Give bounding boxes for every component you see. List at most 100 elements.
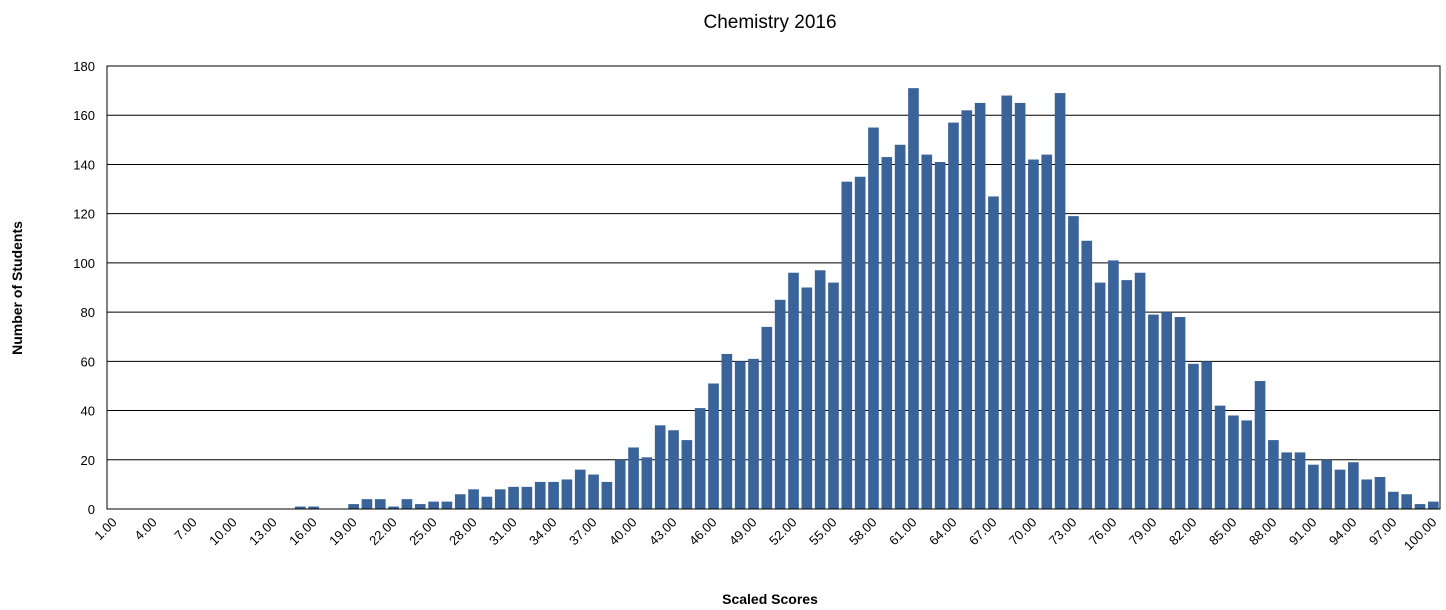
bar [1241, 420, 1253, 509]
bar [521, 486, 533, 509]
bar [1321, 459, 1333, 509]
y-tick-label: 100 [73, 256, 95, 271]
bar [948, 122, 959, 509]
bar [908, 88, 919, 510]
y-tick-label: 40 [81, 404, 95, 419]
x-axis-label: Scaled Scores [722, 591, 818, 607]
bar [414, 504, 426, 509]
bar [1214, 405, 1226, 509]
bar [1094, 282, 1106, 509]
bar [828, 282, 839, 509]
bar [1041, 154, 1053, 509]
y-tick-label: 60 [81, 354, 95, 369]
bar [1174, 317, 1186, 509]
bar [694, 408, 706, 509]
x-tick-label: 52.00 [766, 515, 800, 549]
bar [428, 501, 439, 509]
y-axis-label: Number of Students [9, 221, 25, 355]
bar [961, 110, 973, 510]
x-tick-label: 25.00 [406, 515, 440, 549]
x-tick-label: 13.00 [246, 515, 280, 549]
bar [1361, 479, 1373, 509]
x-tick-label: 91.00 [1286, 515, 1320, 549]
bar [761, 326, 773, 509]
bar [1334, 469, 1346, 509]
x-tick-label: 28.00 [446, 515, 480, 549]
plot-border [106, 65, 1441, 510]
bar [641, 457, 653, 509]
bar [1014, 102, 1026, 510]
x-tick-label: 43.00 [646, 515, 680, 549]
x-tick-label: 37.00 [566, 515, 600, 549]
x-tick-label: 70.00 [1006, 515, 1040, 549]
y-tick-label: 0 [88, 502, 95, 517]
y-tick-label: 160 [73, 108, 95, 123]
bar [1148, 314, 1159, 509]
bar [628, 447, 639, 509]
x-tick-label: 79.00 [1126, 515, 1160, 549]
bar [1414, 504, 1426, 509]
x-tick-label: 31.00 [486, 515, 520, 549]
bar [934, 161, 946, 509]
x-tick-label: 10.00 [206, 515, 240, 549]
bar [1161, 312, 1173, 509]
x-tick-label: 34.00 [526, 515, 560, 549]
bar [441, 501, 453, 509]
x-tick-label: 22.00 [366, 515, 400, 549]
x-tick-label: 88.00 [1246, 515, 1280, 549]
x-tick-label: 55.00 [806, 515, 840, 549]
bar [1401, 494, 1413, 509]
bar [1428, 501, 1439, 509]
bar [308, 506, 319, 509]
bar [348, 504, 359, 509]
x-tick-label: 82.00 [1166, 515, 1200, 549]
bar [534, 481, 546, 509]
bar [681, 440, 693, 509]
bar [921, 154, 933, 509]
x-tick-label: 58.00 [846, 515, 880, 549]
bar [1254, 381, 1266, 509]
x-tick-label: 49.00 [726, 515, 760, 549]
bar [841, 181, 853, 509]
bar [574, 469, 586, 509]
bar [601, 481, 613, 509]
bar [854, 176, 866, 509]
bar [881, 157, 893, 510]
bar [708, 383, 719, 509]
bar [974, 102, 986, 510]
bar [1121, 280, 1133, 509]
bar [468, 489, 479, 509]
bar [388, 506, 399, 509]
bar [548, 481, 559, 509]
x-tick-label: 73.00 [1046, 515, 1080, 549]
x-tick-label: 7.00 [171, 515, 200, 544]
bar [294, 506, 306, 509]
bar [1201, 361, 1213, 509]
x-tick-label: 61.00 [886, 515, 920, 549]
chart-title: Chemistry 2016 [703, 12, 836, 33]
bar [894, 144, 906, 509]
bar [508, 486, 519, 509]
bar [1228, 415, 1239, 509]
bar [1108, 260, 1119, 509]
bar [1294, 452, 1306, 509]
y-tick-label: 120 [73, 207, 95, 222]
bar [1388, 491, 1399, 509]
bar [801, 287, 813, 509]
bar [588, 474, 599, 509]
bar [654, 425, 666, 509]
y-tick-label: 180 [73, 59, 95, 74]
bar [721, 353, 733, 509]
bar [1001, 95, 1013, 510]
bar [1188, 363, 1199, 509]
x-tick-label: 16.00 [286, 515, 320, 549]
bar [1268, 440, 1279, 509]
y-tick-label: 80 [81, 305, 95, 320]
bar [1348, 462, 1359, 509]
bar [1068, 216, 1079, 509]
bar [1028, 159, 1039, 509]
bar [481, 496, 493, 509]
x-tick-label: 64.00 [926, 515, 960, 549]
bar [1054, 93, 1066, 510]
